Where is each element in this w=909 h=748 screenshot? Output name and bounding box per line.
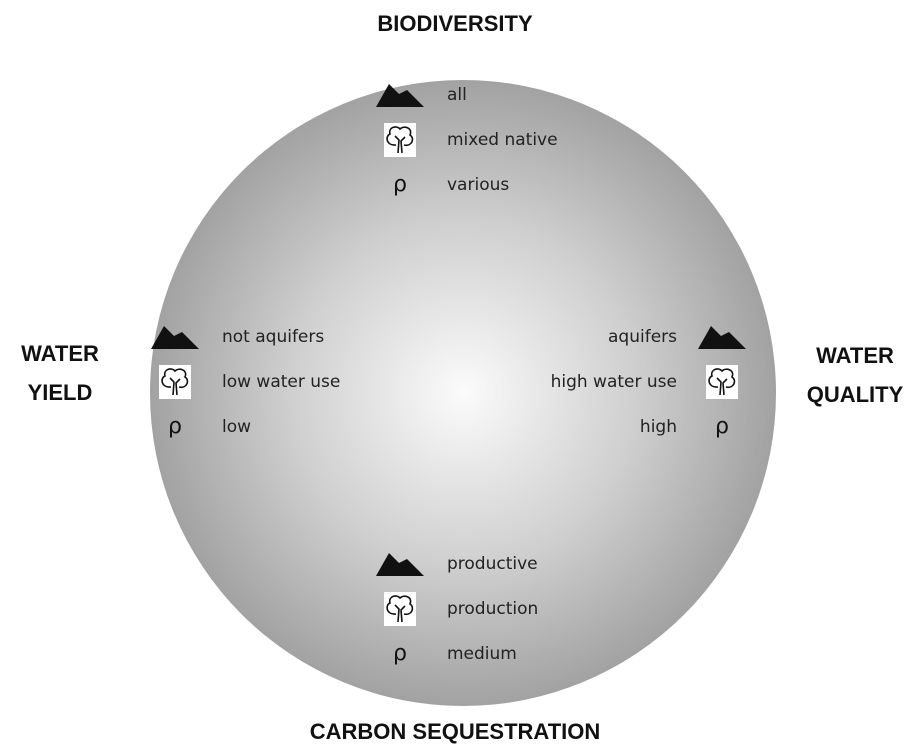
section-title: QUALITY: [807, 382, 904, 407]
tree-crown: [386, 595, 414, 616]
tree-trunk: [716, 377, 728, 396]
landscape-icon: [698, 326, 746, 349]
landscape-icon: [151, 326, 199, 349]
section-title: CARBON SEQUESTRATION: [310, 719, 601, 744]
density-label: various: [447, 175, 509, 195]
tree-crown: [161, 368, 189, 389]
density-label: medium: [447, 644, 517, 664]
density-symbol: ρ: [715, 414, 729, 439]
density-symbol: ρ: [393, 172, 407, 197]
tree-trunk: [394, 604, 406, 623]
vegetation-label: low water use: [222, 372, 340, 392]
landscape-icon: [376, 553, 424, 576]
section-title: BIODIVERSITY: [377, 11, 533, 36]
density-symbol: ρ: [393, 641, 407, 666]
landscape-label: not aquifers: [222, 327, 324, 347]
section-title: WATER: [816, 343, 894, 368]
vegetation-label: mixed native: [447, 130, 558, 150]
landscape-label: aquifers: [608, 327, 677, 347]
vegetation-icon: [384, 123, 416, 157]
vegetation-icon: [384, 592, 416, 626]
landscape-label: productive: [447, 554, 538, 574]
section-title: YIELD: [28, 380, 93, 405]
tree-crown: [708, 368, 736, 389]
section-title: WATER: [21, 341, 99, 366]
vegetation-icon: [706, 365, 738, 399]
tree-crown: [386, 126, 414, 147]
landscape-icon: [376, 84, 424, 107]
circle: [150, 80, 776, 706]
density-symbol: ρ: [168, 414, 182, 439]
density-label: low: [222, 417, 251, 437]
tree-trunk: [169, 377, 181, 396]
tree-trunk: [394, 135, 406, 154]
content: BIODIVERSITY ρ all mixed native various WATER…: [21, 11, 904, 744]
vegetation-label: high water use: [551, 372, 677, 392]
landscape-label: all: [447, 85, 467, 105]
density-label: high: [640, 417, 677, 437]
vegetation-icon: [159, 365, 191, 399]
vegetation-label: production: [447, 599, 538, 619]
